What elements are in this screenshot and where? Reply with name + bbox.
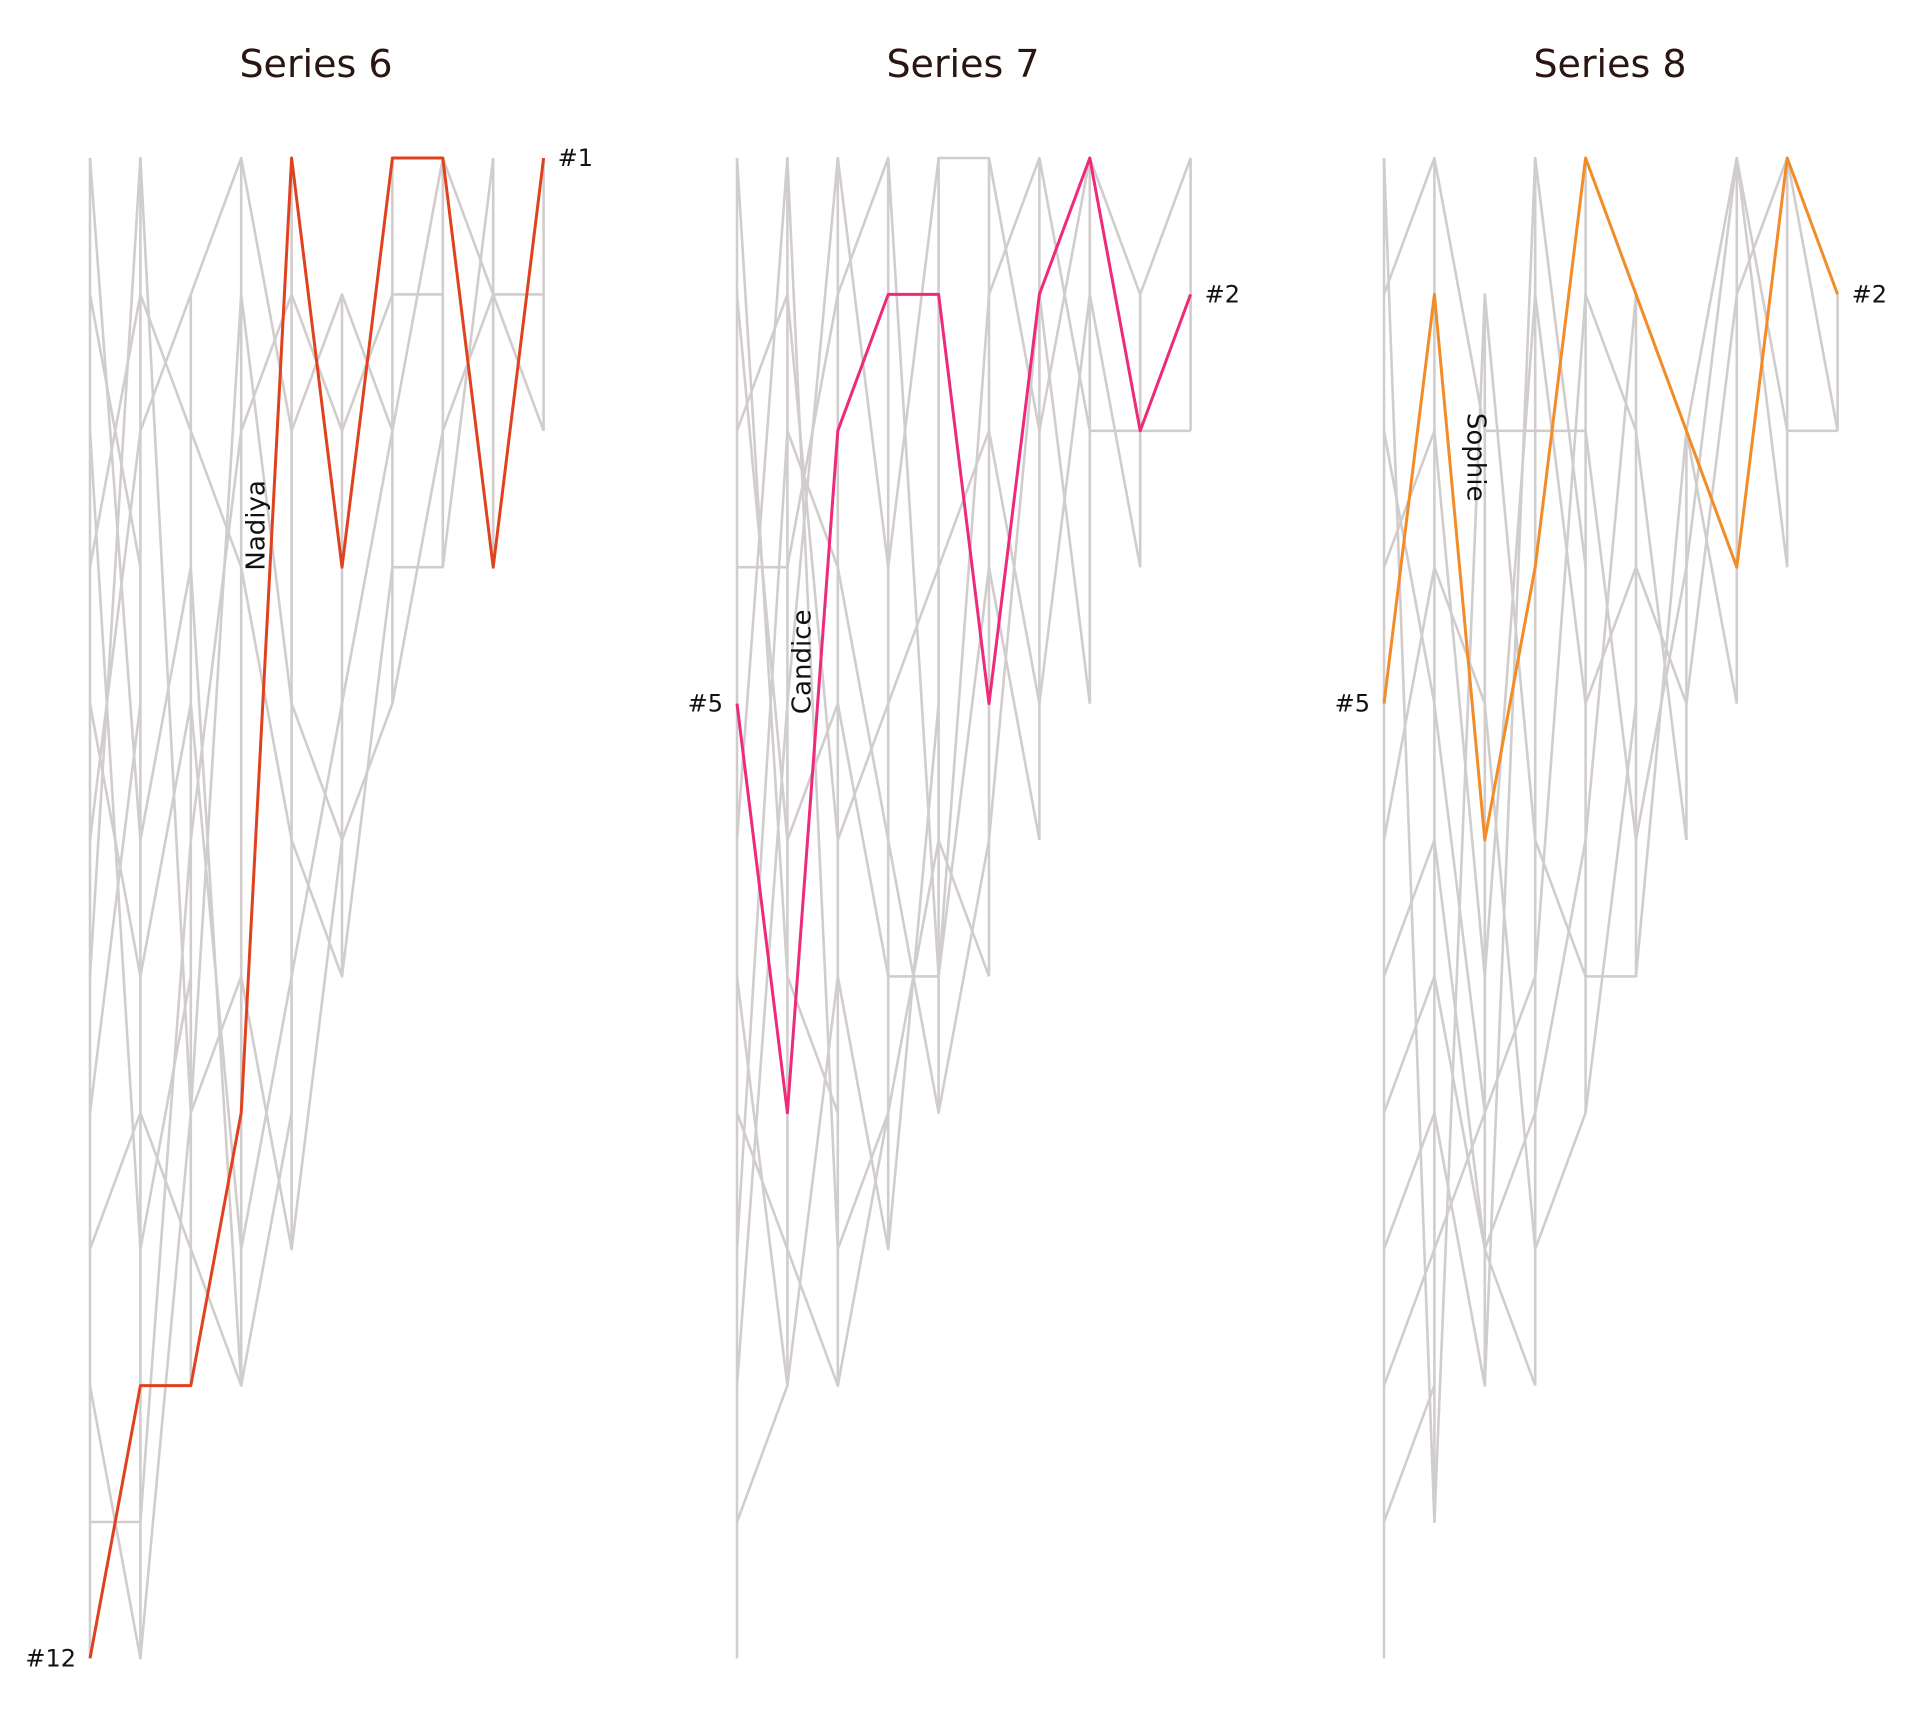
highlight-line [1382,156,1840,842]
panel-title: Series 6 [239,42,392,86]
end-rank-label: #1 [558,144,593,172]
highlight-line [88,156,546,1659]
others-layer [88,156,545,1660]
contestant-line [88,839,344,1660]
highlight-line [735,156,1193,1115]
contestant-name-label: Candice [788,610,818,715]
contestant-line [1382,156,1789,842]
end-rank-label: #2 [1205,280,1240,308]
panel-series-7: Series 7 #5 #2 Candice [688,42,1240,1659]
contestant-line [735,156,991,1251]
panel-series-6: Series 6 #12 #1 Nadiya [25,42,593,1672]
start-rank-label: #5 [688,690,723,718]
contestant-line [735,1385,789,1523]
contestant-line [88,157,495,978]
contestant-line [88,294,142,568]
contestant-line [88,157,293,1387]
others-layer [1382,156,1839,1659]
contestant-name-label: Sophie [1461,413,1491,502]
start-rank-label: #5 [1335,690,1370,718]
contestant-line [735,294,1041,978]
contestant-line [88,1111,243,1387]
panel-series-8: Series 8 #5 #2 Sophie [1335,42,1887,1659]
contestant-line [735,1112,890,1387]
panel-title: Series 8 [1533,42,1686,86]
contestant-line [90,293,443,1524]
contestant-name-label: Nadiya [241,480,271,570]
others-layer [735,156,1192,1659]
contestant-line [1382,975,1537,1387]
contestant-line [1382,1112,1487,1387]
contestant-line [737,156,1191,978]
contestant-line [88,430,193,1251]
contestant-line [1382,156,1587,1387]
end-rank-label: #2 [1852,280,1887,308]
contestant-line [1382,293,1688,1115]
highlight-layer: #5 #2 Sophie [1335,156,1887,842]
contestant-line [88,430,394,1251]
panel-title: Series 7 [886,42,1039,86]
start-rank-label: #12 [25,1644,76,1672]
contestant-line [1382,1385,1436,1523]
contestant-line [88,703,142,1113]
contestant-line [735,293,1092,1250]
contestant-line [735,157,840,1114]
contestant-line [1382,565,1638,1251]
contestant-line [735,703,940,1387]
highlight-layer: #12 #1 Nadiya [25,144,593,1672]
contestant-line [1382,293,1739,1251]
highlight-layer: #5 #2 Candice [688,156,1240,1115]
